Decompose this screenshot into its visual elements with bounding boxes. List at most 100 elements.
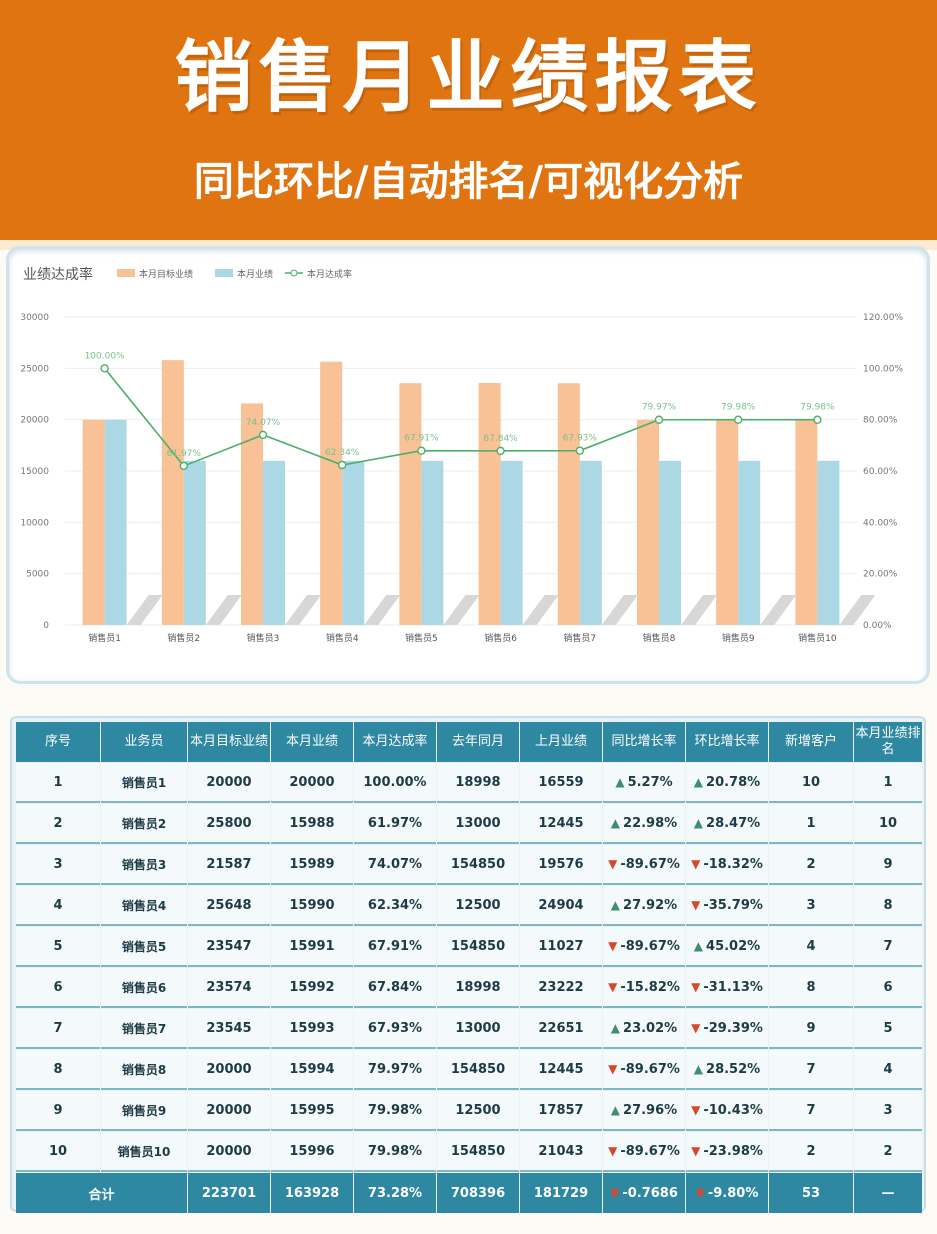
last-year-cell: 13000 <box>437 804 519 844</box>
report-subtitle: 同比环比/自动排名/可视化分析 <box>193 158 744 205</box>
mom-cell-value: -31.13% <box>703 979 763 995</box>
mom-cell-value: 20.78% <box>706 774 761 790</box>
table-row: 7 销售员7 23545 15993 67.93% 13000 22651 ▲ 23.02% ▼ -… <box>16 1009 922 1049</box>
column-header: 序号 <box>16 722 100 762</box>
yoy-cell-value: 22.98% <box>623 815 678 831</box>
yoy-cell: ▼ -15.82% <box>603 968 685 1008</box>
rate-data-label: 61.97% <box>167 449 202 459</box>
last-year-cell: 18998 <box>437 968 519 1008</box>
table-row: 9 销售员9 20000 15995 79.98% 12500 17857 ▲ 27.96% ▼ -… <box>16 1091 922 1131</box>
arrow-down-icon: ▼ <box>691 1020 701 1035</box>
arrow-down-icon: ▼ <box>691 1143 701 1158</box>
last-year-cell: 12500 <box>437 1091 519 1131</box>
row-number: 4 <box>16 886 100 926</box>
yoy-cell: ▼ -89.67% <box>603 1132 685 1172</box>
mom-cell: ▼ -31.13% <box>686 968 768 1008</box>
yoy-cell: ▲ 23.02% <box>603 1009 685 1049</box>
report-title: 销售月业绩报表 <box>174 32 763 123</box>
last-year-cell: 154850 <box>437 1132 519 1172</box>
arrow-down-icon: ▼ <box>608 856 618 871</box>
new-clients-cell: 1 <box>769 804 853 844</box>
yoy-cell: ▲ 5.27% <box>603 763 685 803</box>
last-month-cell: 16559 <box>520 763 602 803</box>
salesperson-name: 销售员5 <box>101 927 187 967</box>
actual-cell: 15988 <box>271 804 353 844</box>
salesperson-name: 销售员2 <box>101 804 187 844</box>
bar-shadow <box>839 595 876 625</box>
y-tick-left: 10000 <box>20 518 49 528</box>
new-clients-cell: 2 <box>769 1132 853 1172</box>
bar-shadow <box>760 595 797 625</box>
table-row: 8 销售员8 20000 15994 79.97% 154850 12445 ▼ -89.67%… <box>16 1050 922 1090</box>
mom-cell-value: -10.43% <box>703 1102 763 1118</box>
mom-cell: ▲ 28.47% <box>686 804 768 844</box>
rate-cell: 74.07% <box>354 845 436 885</box>
salesperson-name: 销售员3 <box>101 845 187 885</box>
arrow-down-icon: ▼ <box>691 856 701 871</box>
salesperson-name: 销售员1 <box>101 763 187 803</box>
target-cell: 20000 <box>188 763 270 803</box>
x-tick-label: 销售员5 <box>405 632 438 644</box>
salesperson-name: 销售员4 <box>101 886 187 926</box>
rate-data-label: 67.84% <box>483 434 518 444</box>
column-header: 本月业绩 <box>271 722 353 762</box>
section-gap <box>0 684 937 714</box>
y-tick-left: 0 <box>43 621 49 631</box>
arrow-down-icon: ▼ <box>608 1143 618 1158</box>
yoy-cell: ▲ 22.98% <box>603 804 685 844</box>
row-number: 10 <box>16 1132 100 1172</box>
last-month-cell: 17857 <box>520 1091 602 1131</box>
last-month-cell: 21043 <box>520 1132 602 1172</box>
salesperson-name: 销售员6 <box>101 968 187 1008</box>
column-header: 本月目标业绩 <box>188 722 270 762</box>
chart-title: 业绩达成率 <box>23 266 93 282</box>
new-clients-cell: 2 <box>769 845 853 885</box>
rank-cell: 2 <box>854 1132 922 1172</box>
arrow-up-icon: ▲ <box>610 897 621 912</box>
column-header: 新增客户 <box>769 722 853 762</box>
legend-label-actual: 本月业绩 <box>237 268 273 280</box>
bar-shadow <box>126 595 163 625</box>
legend-swatch-target <box>117 269 135 277</box>
yoy-cell: ▼ -89.67% <box>603 927 685 967</box>
arrow-up-icon: ▲ <box>610 1020 621 1035</box>
actual-bar <box>342 460 365 625</box>
legend-label-target: 本月目标业绩 <box>139 268 193 280</box>
new-clients-cell: 8 <box>769 968 853 1008</box>
arrow-down-icon: ▼ <box>691 897 701 912</box>
rate-cell: 67.91% <box>354 927 436 967</box>
total-rate: 73.28% <box>354 1173 436 1213</box>
actual-cell: 15989 <box>271 845 353 885</box>
total-target: 223701 <box>188 1173 270 1213</box>
mom-cell: ▼ -29.39% <box>686 1009 768 1049</box>
mom-cell: ▼ -18.32% <box>686 845 768 885</box>
x-tick-label: 销售员4 <box>326 632 359 644</box>
last-month-cell: 22651 <box>520 1009 602 1049</box>
yoy-cell-value: -89.67% <box>620 1061 680 1077</box>
yoy-cell: ▼ -89.67% <box>603 845 685 885</box>
rank-cell: 1 <box>854 763 922 803</box>
table-row: 6 销售员6 23574 15992 67.84% 18998 23222 ▼ -15.82% ▼… <box>16 968 922 1008</box>
rate-cell: 61.97% <box>354 804 436 844</box>
total-mom-value: -9.80% <box>707 1185 759 1201</box>
mom-cell-value: -18.32% <box>703 856 763 872</box>
rate-point <box>496 446 505 456</box>
total-mom: ▼ -9.80% <box>686 1173 768 1213</box>
mom-cell-value: -23.98% <box>703 1143 763 1159</box>
arrow-up-icon: ▲ <box>615 774 625 789</box>
last-month-cell: 19576 <box>520 845 602 885</box>
new-clients-cell: 4 <box>769 927 853 967</box>
bar-shadow <box>205 595 242 625</box>
table-row: 4 销售员4 25648 15990 62.34% 12500 24904 ▲ 27.92% ▼ -… <box>16 886 922 926</box>
rate-point <box>813 415 822 424</box>
table-row: 1 销售员1 20000 20000 100.00% 18998 16559 ▲ 5.27% ▲ 2… <box>16 763 922 803</box>
rate-point <box>417 446 426 455</box>
actual-bar <box>579 460 602 625</box>
total-last-month: 181729 <box>520 1173 602 1213</box>
last-year-cell: 13000 <box>437 1009 519 1049</box>
row-number: 9 <box>16 1091 100 1131</box>
table-row: 10 销售员10 20000 15996 79.98% 154850 21043 ▼ -89.6… <box>16 1132 922 1172</box>
yoy-cell-value: 27.92% <box>623 897 678 913</box>
sales-table: 序号 业务员 本月目标业绩 本月业绩 本月达成率 去年同月 上月业绩 同比增长率 环比增长率 新增… <box>15 721 923 1214</box>
total-actual: 163928 <box>271 1173 353 1213</box>
